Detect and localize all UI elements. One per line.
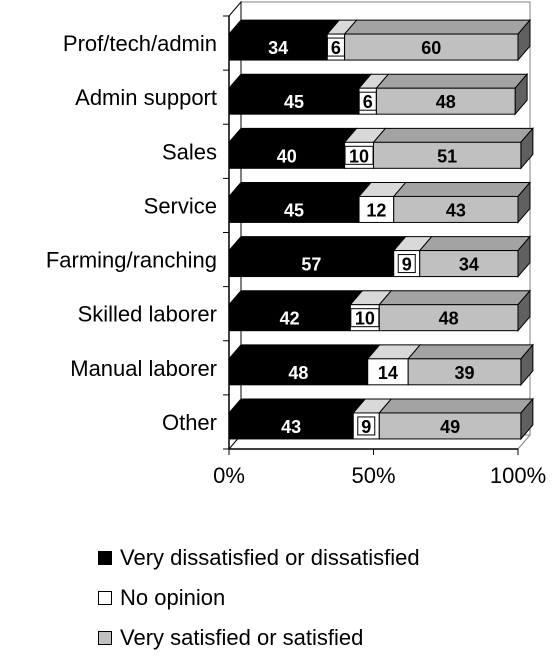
bar-group: 34 6 60	[227, 18, 532, 62]
legend-swatch-no-opinion	[98, 591, 112, 605]
data-label-box	[358, 91, 377, 111]
bar-top-face	[418, 236, 532, 252]
bar-group: 57 9 34	[227, 235, 532, 278]
bar-top-face	[227, 398, 367, 414]
legend-item-satisfied: Very satisfied or satisfied	[98, 625, 538, 665]
bar-segment	[373, 141, 522, 169]
bar-top-face	[227, 19, 341, 35]
bar-top-face	[378, 290, 532, 306]
data-label: 34	[459, 255, 479, 275]
data-label-box	[344, 145, 374, 165]
data-label: 45	[284, 92, 304, 112]
data-label: 10	[349, 146, 369, 166]
bar-top-face	[407, 344, 534, 360]
data-label-box	[350, 308, 380, 328]
data-label: 57	[301, 255, 321, 275]
bar-segment	[228, 304, 351, 332]
data-label: 40	[277, 146, 297, 166]
bar-top-face	[372, 127, 534, 143]
data-label: 9	[361, 417, 371, 437]
data-label: 6	[331, 38, 341, 58]
bar-group: 43 9 49	[227, 397, 534, 441]
bar-segment	[378, 304, 519, 332]
bar-group: 42 10 48	[227, 289, 532, 333]
data-label: 48	[288, 363, 308, 383]
data-label: 34	[268, 38, 288, 58]
bar-top-face	[227, 127, 358, 143]
legend-label-no-opinion: No opinion	[120, 585, 226, 610]
data-label: 10	[355, 309, 375, 329]
bar-group: 45 12 43	[227, 181, 532, 224]
category-label: Other	[162, 410, 217, 435]
category-label: Skilled laborer	[78, 302, 217, 327]
bar-top-face	[343, 19, 532, 35]
bar-group: 40 10 51	[227, 126, 534, 170]
x-tick-label: 100%	[490, 463, 546, 488]
data-label: 43	[446, 200, 466, 220]
bar-top-face	[392, 181, 532, 197]
data-label: 43	[281, 417, 301, 437]
bar-segment	[393, 195, 519, 223]
bar-group: 45 6 48	[227, 72, 529, 116]
data-label: 12	[366, 200, 386, 220]
x-tick-label: 0%	[213, 463, 245, 488]
data-label: 48	[439, 309, 459, 329]
bar-top-face	[375, 73, 529, 89]
bar-top-face	[227, 290, 364, 306]
bar-top-face	[227, 181, 373, 197]
bar-segment	[228, 141, 346, 169]
category-label: Manual laborer	[70, 356, 217, 381]
legend-item-no-opinion: No opinion	[98, 585, 538, 625]
chart-axes: Prof/tech/admin Admin support Sales Service…	[46, 15, 546, 488]
category-label: Farming/ranching	[46, 248, 217, 273]
bar-group: 48 14 39	[227, 343, 534, 387]
bar-segment	[378, 412, 522, 440]
legend-swatch-dissatisfied	[98, 551, 112, 565]
bar-top-face	[227, 73, 373, 89]
bar-top-face	[227, 236, 407, 252]
bar-segment	[419, 250, 519, 278]
data-label: 45	[284, 200, 304, 220]
legend-item-dissatisfied: Very dissatisfied or dissatisfied	[98, 545, 538, 585]
category-label: Service	[144, 193, 217, 218]
data-label: 51	[437, 146, 457, 166]
category-label: Admin support	[75, 85, 217, 110]
x-tick-label: 50%	[351, 463, 395, 488]
legend-swatch-satisfied	[98, 631, 112, 645]
bar-segment	[228, 358, 369, 386]
legend-label-dissatisfied: Very dissatisfied or dissatisfied	[120, 545, 420, 570]
bar-segment	[407, 358, 522, 386]
bar-top-face	[378, 398, 534, 414]
category-label: Sales	[162, 139, 217, 164]
data-label: 9	[402, 255, 412, 275]
data-label: 42	[280, 309, 300, 329]
data-label-box	[326, 37, 345, 57]
bar-top-face	[227, 344, 381, 360]
data-label: 48	[436, 92, 456, 112]
legend: Very dissatisfied or dissatisfied No opi…	[98, 545, 538, 665]
data-label: 39	[455, 363, 475, 383]
data-label: 60	[421, 38, 441, 58]
data-label: 6	[363, 92, 373, 112]
category-label: Prof/tech/admin	[63, 31, 217, 56]
data-label-box	[357, 416, 376, 436]
data-label: 14	[378, 363, 398, 383]
bar-segment	[228, 412, 354, 440]
data-label: 49	[440, 417, 460, 437]
data-label-box	[397, 254, 416, 274]
legend-label-satisfied: Very satisfied or satisfied	[120, 625, 364, 650]
